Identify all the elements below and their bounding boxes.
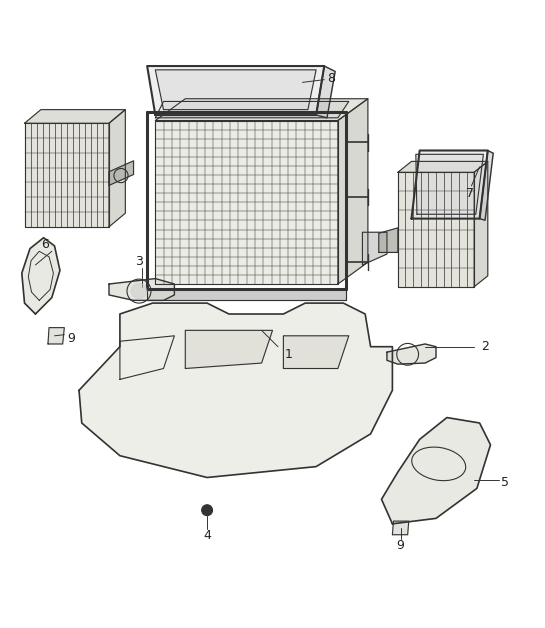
Text: 9: 9 — [397, 539, 404, 552]
Polygon shape — [398, 172, 474, 287]
Polygon shape — [338, 99, 368, 284]
Polygon shape — [362, 232, 387, 265]
Polygon shape — [79, 303, 392, 477]
Circle shape — [202, 505, 213, 516]
Polygon shape — [474, 161, 488, 287]
Polygon shape — [48, 328, 64, 344]
Text: 9: 9 — [67, 332, 75, 345]
Polygon shape — [283, 336, 349, 369]
Polygon shape — [398, 161, 488, 172]
Text: 8: 8 — [328, 72, 335, 85]
Polygon shape — [155, 102, 349, 118]
Polygon shape — [392, 521, 409, 534]
Text: 4: 4 — [203, 529, 211, 543]
Polygon shape — [155, 99, 368, 121]
Polygon shape — [25, 110, 125, 123]
Text: 1: 1 — [285, 349, 293, 361]
Text: 3: 3 — [135, 254, 143, 268]
Polygon shape — [109, 279, 174, 300]
Circle shape — [131, 283, 147, 299]
Text: 7: 7 — [466, 187, 474, 200]
Polygon shape — [147, 290, 346, 300]
Polygon shape — [109, 110, 125, 227]
Polygon shape — [25, 123, 109, 227]
Polygon shape — [411, 151, 488, 219]
Polygon shape — [155, 70, 316, 110]
Polygon shape — [109, 161, 134, 185]
Polygon shape — [147, 66, 324, 115]
Polygon shape — [185, 330, 272, 369]
Polygon shape — [379, 228, 398, 252]
Polygon shape — [155, 121, 338, 284]
Polygon shape — [480, 151, 493, 220]
Polygon shape — [416, 154, 483, 214]
Text: 6: 6 — [41, 238, 49, 251]
Polygon shape — [316, 66, 335, 118]
Text: 5: 5 — [501, 477, 509, 489]
Polygon shape — [22, 238, 60, 314]
Polygon shape — [382, 418, 491, 524]
Polygon shape — [387, 344, 436, 364]
Text: 2: 2 — [481, 340, 489, 353]
